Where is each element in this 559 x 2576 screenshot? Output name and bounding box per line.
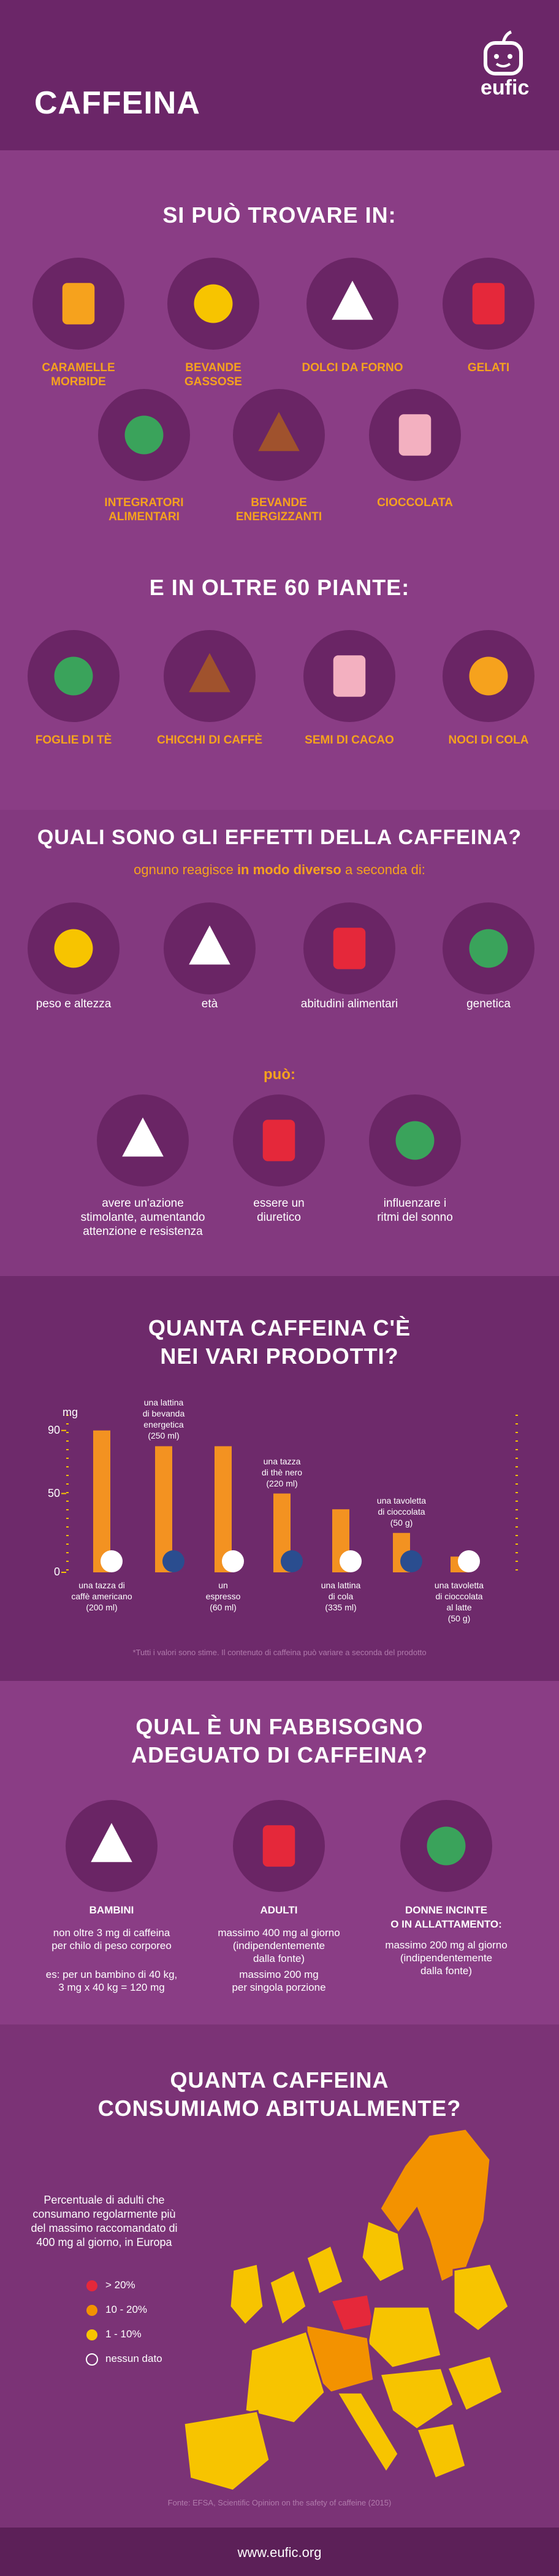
x-category-label: una lattina di cola (335 ml) (321, 1580, 361, 1612)
europe-map (183, 2128, 510, 2492)
page-title: CAFFEINA (34, 85, 200, 121)
group-name: BAMBINI (89, 1904, 134, 1916)
can-label: può: (264, 1066, 295, 1083)
item-label: genetica (466, 998, 511, 1010)
legend-swatch (86, 2280, 97, 2291)
item-label: DOLCI DA FORNO (302, 361, 403, 374)
product-icon (281, 1550, 303, 1572)
effects-subtitle: ognuno reagisce in modo diverso a second… (0, 862, 559, 878)
product-icon (340, 1550, 362, 1572)
header (0, 0, 559, 150)
icon-shape (469, 929, 508, 968)
logo-text: eufic (481, 76, 530, 99)
icon-shape (258, 412, 300, 452)
subtitle-text: ognuno reagisce (134, 862, 237, 877)
item-label: SEMI DI CACAO (305, 734, 394, 747)
item-label: CHICCHI DI CAFFÈ (156, 734, 263, 747)
x-category-label: un espresso (60 ml) (205, 1580, 241, 1612)
legend-label: > 20% (105, 2279, 135, 2291)
icon-shape (124, 415, 164, 455)
item-label: CIOCCOLATA (377, 496, 453, 509)
product-icon (400, 1550, 422, 1572)
item-label: GELATI (467, 361, 510, 374)
chart-title: QUANTA CAFFEINA C'È NEI VARI PRODOTTI? (148, 1315, 411, 1369)
icon-shape (332, 280, 373, 320)
group-example: massimo 200 mg per singola porzione (232, 1969, 326, 1993)
icon-shape (91, 1823, 132, 1863)
legend-label: 1 - 10% (105, 2328, 142, 2340)
section-title: QUALI SONO GLI EFFETTI DELLA CAFFEINA? (37, 826, 522, 849)
y-tick-label: 0 (53, 1566, 60, 1578)
y-tick-label: 50 (47, 1486, 60, 1499)
x-category-label: una lattina di bevanda energetica (250 m… (142, 1398, 185, 1441)
item-label: BEVANDE GASSOSE (184, 361, 242, 388)
item-label: età (201, 998, 218, 1010)
product-icon (162, 1550, 184, 1572)
x-category-label: una tavoletta di cioccolata al latte (50… (434, 1580, 484, 1623)
footer (0, 2528, 559, 2576)
icon-shape (262, 1825, 295, 1867)
item-label: NOCI DI COLA (448, 734, 529, 747)
legend-label: 10 - 20% (105, 2304, 148, 2315)
item-label: peso e altezza (36, 998, 112, 1010)
section-title: QUANTA CAFFEINA CONSUMIAMO ABITUALMENTE? (97, 2067, 462, 2121)
y-axis-label: mg (63, 1406, 78, 1418)
product-icon (458, 1550, 480, 1572)
icon-shape (194, 284, 233, 323)
footer-url: www.eufic.org (237, 2545, 322, 2560)
icon-shape (122, 1117, 164, 1157)
subtitle-emphasis: in modo diverso (237, 862, 341, 877)
icon-shape (395, 1121, 435, 1160)
map-description: Percentuale di adulti che consumano rego… (31, 2194, 178, 2248)
effects-section (0, 810, 559, 1276)
x-category-label: una tazza di thè nero (220 ml) (261, 1456, 303, 1488)
icon-shape (469, 656, 508, 696)
section-title: QUAL È UN FABBISOGNO ADEGUATO DI CAFFEIN… (131, 1714, 428, 1767)
icon-shape (189, 653, 230, 693)
icon-shape (62, 283, 95, 325)
product-icon (222, 1550, 244, 1572)
item-label: abitudini alimentari (300, 998, 398, 1010)
item-label: FOGLIE DI TÈ (35, 734, 112, 747)
group-text: massimo 400 mg al giorno (indipendenteme… (218, 1927, 340, 1964)
group-name: DONNE INCINTE O IN ALLATTAMENTO: (390, 1904, 502, 1930)
x-category-label: una tazza di caffè americano (200 ml) (71, 1580, 132, 1612)
group-name: ADULTI (260, 1904, 298, 1916)
icon-shape (333, 655, 366, 697)
group-text: massimo 200 mg al giorno (indipendenteme… (385, 1939, 508, 1977)
group-example: es: per un bambino di 40 kg, 3 mg x 40 k… (45, 1969, 178, 1993)
y-tick-label: 90 (47, 1423, 60, 1436)
icon-shape (262, 1120, 295, 1161)
icon-shape (189, 925, 230, 965)
item-label: avere un'azione stimolante, aumentando a… (80, 1197, 205, 1238)
icon-shape (472, 283, 505, 325)
icon-shape (54, 929, 93, 968)
group-text: non oltre 3 mg di caffeina per chilo di … (51, 1927, 172, 1951)
icon-shape (333, 928, 366, 969)
item-label: essere un diuretico (253, 1197, 305, 1224)
icon-shape (427, 1826, 466, 1866)
item-label: INTEGRATORI ALIMENTARI (104, 496, 184, 523)
section-title: E IN OLTRE 60 PIANTE: (149, 575, 410, 600)
x-category-label: una tavoletta di cioccolata (50 g) (376, 1495, 427, 1528)
product-icon (101, 1550, 123, 1572)
logo-mark (484, 30, 523, 75)
legend-swatch (86, 2329, 97, 2340)
item-label: influenzare i ritmi del sonno (377, 1197, 453, 1224)
item-label: BEVANDE ENERGIZZANTI (235, 496, 322, 523)
item-label: CARAMELLE MORBIDE (42, 361, 115, 388)
icon-shape (398, 414, 432, 456)
legend-swatch (86, 2305, 97, 2316)
icon-shape (54, 656, 93, 696)
source-note: Fonte: EFSA, Scientific Opinion on the s… (167, 2498, 392, 2507)
subtitle-text: a seconda di: (341, 862, 425, 877)
section-title: SI PUÒ TROVARE IN: (162, 202, 397, 228)
legend-label: nessun dato (105, 2353, 162, 2364)
chart-note: *Tutti i valori sono stime. Il contenuto… (132, 1648, 427, 1657)
bar (93, 1430, 110, 1572)
legend-swatch (86, 2353, 98, 2366)
